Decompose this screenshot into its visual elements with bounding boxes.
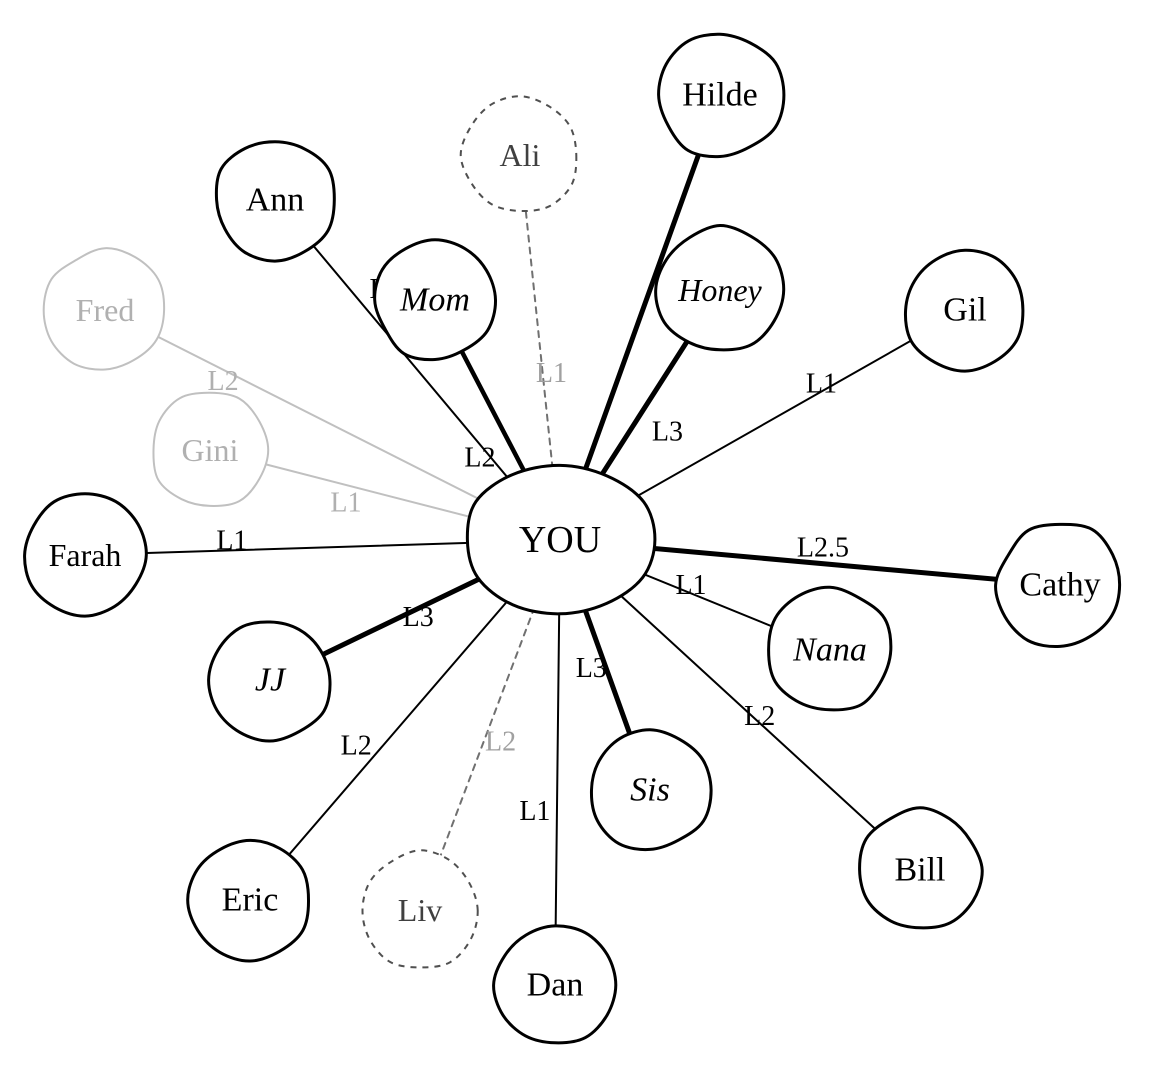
edge-label-nana: L1	[675, 570, 706, 601]
node-label: Gini	[182, 432, 239, 468]
node-label: Cathy	[1019, 567, 1100, 604]
node-ali: Ali	[461, 96, 577, 211]
node-label: Honey	[677, 272, 762, 308]
node-hilde: Hilde	[659, 34, 784, 156]
node-eric: Eric	[188, 840, 309, 961]
node-cathy: Cathy	[996, 524, 1120, 646]
edge-label-eric: L2	[341, 731, 372, 762]
edge-label-honey: L3	[652, 416, 683, 447]
node-label: Mom	[399, 282, 470, 319]
center-label: YOU	[519, 519, 601, 561]
node-label: JJ	[255, 662, 287, 699]
node-farah: Farah	[25, 494, 147, 616]
edge-label-gil: L1	[806, 368, 837, 399]
edge-label-gini: L1	[330, 487, 361, 518]
node-label: Nana	[792, 632, 867, 669]
node-nana: Nana	[769, 587, 891, 710]
node-label: Ali	[500, 137, 541, 173]
node-fred: Fred	[44, 248, 164, 369]
edge-label-jj: L3	[403, 602, 434, 633]
node-sis: Sis	[591, 730, 711, 850]
node-label: Ann	[246, 182, 305, 219]
edge-label-cathy: L2.5	[797, 532, 849, 563]
nodes-layer: Hilde Ali Ann Mom Honey Gil Fred Gini Farah Cathy…	[25, 34, 1120, 1043]
node-mom: Mom	[375, 240, 496, 360]
node-gil: Gil	[905, 250, 1022, 371]
node-label: Hilde	[682, 77, 758, 114]
node-dan: Dan	[494, 926, 616, 1043]
edge-label-bill: L2	[744, 701, 775, 732]
edge-label-sis: L3	[576, 653, 607, 684]
node-label: Eric	[222, 882, 279, 919]
node-label: Bill	[894, 852, 945, 889]
relationship-diagram: L–1L1L2L2L3L1L2L1L1L2.5L1L3L3L2L2L2L1Hil…	[0, 0, 1150, 1085]
node-center: YOU	[467, 465, 655, 613]
edge-label-dan: L1	[519, 796, 550, 827]
node-label: Sis	[630, 772, 670, 809]
node-label: Fred	[76, 292, 135, 328]
node-gini: Gini	[153, 393, 268, 506]
node-jj: JJ	[209, 622, 330, 741]
edge-label-mom: L2	[464, 443, 495, 474]
node-label: Liv	[398, 892, 442, 928]
node-label: Gil	[943, 292, 986, 329]
edge-label-ali: L1	[536, 358, 567, 389]
node-bill: Bill	[860, 808, 983, 928]
node-liv: Liv	[362, 850, 477, 967]
node-honey: Honey	[656, 225, 784, 349]
node-ann: Ann	[216, 142, 334, 261]
edge-label-farah: L1	[216, 526, 247, 557]
node-label: Dan	[527, 967, 584, 1004]
node-label: Farah	[49, 537, 122, 573]
edge-label-liv: L2	[485, 726, 516, 757]
